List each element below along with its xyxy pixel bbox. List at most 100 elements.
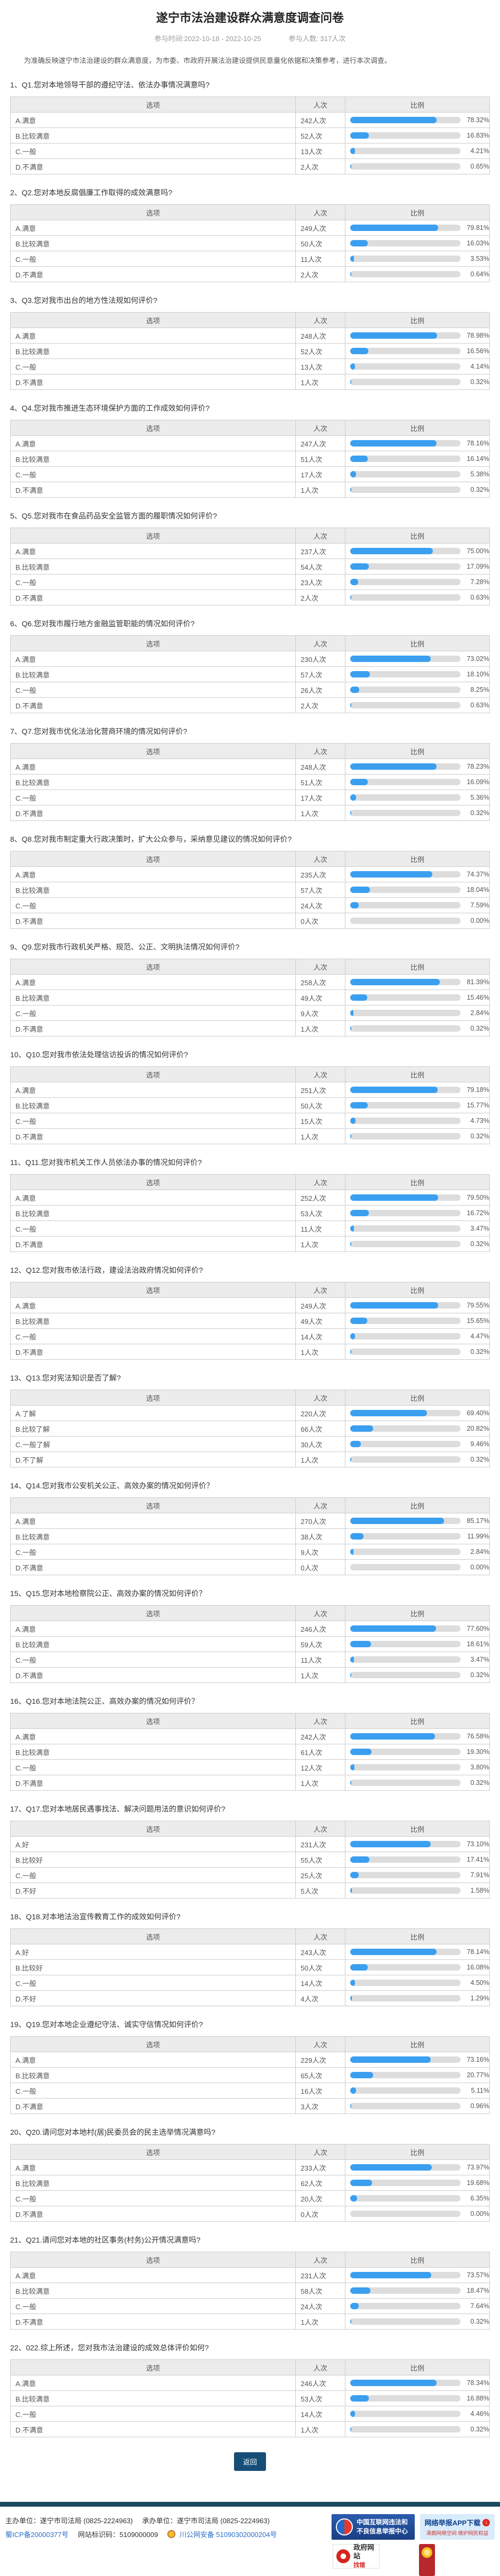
ratio-bar-fill <box>350 148 355 155</box>
gov-site-logo-icon <box>336 2549 350 2564</box>
report-app-download-badge[interactable]: 网络举报APP下载 ↓ 清朗网络空间 维护网民权益 <box>420 2514 495 2540</box>
ratio-bar: 8.25% <box>350 686 489 693</box>
option-ratio: 75.00% <box>345 543 490 560</box>
option-count: 246人次 <box>295 1621 345 1637</box>
col-header-option: 选项 <box>10 204 296 221</box>
ratio-bar-track <box>350 794 461 801</box>
ratio-bar-track <box>350 132 461 139</box>
question-block: 19、Q19.您对本地企业遵纪守法、诚实守信情况如何评价? 选项 人次 比例 A.满意 2… <box>10 2019 490 2115</box>
footer-icp-line: 蜀ICP备20000377号 网站标识码：5109000009 川公网安备 51… <box>5 2528 277 2542</box>
table-row: B.比较满意 52人次 16.83% <box>10 127 490 144</box>
option-count: 15人次 <box>295 1113 345 1129</box>
option-ratio: 19.68% <box>345 2175 490 2191</box>
gov-emblem-badge[interactable] <box>419 2544 435 2576</box>
table-row: A.好 231人次 73.10% <box>10 1836 490 1853</box>
option-ratio: 7.91% <box>345 1867 490 1884</box>
option-label: C.一般 <box>10 1005 296 1022</box>
ratio-bar-track <box>350 163 461 170</box>
ratio-bar-fill <box>350 1025 351 1032</box>
ratio-bar: 15.77% <box>350 1102 489 1109</box>
ratio-bar-fill <box>350 2426 351 2433</box>
table-row: A.满意 246人次 77.60% <box>10 1621 490 1637</box>
results-table: 选项 人次 比例 A.满意 247人次 78.16% B.比较满意 51人次 16.14% C.一… <box>10 420 490 498</box>
ratio-percent: 18.04% <box>466 886 489 894</box>
option-ratio: 7.64% <box>345 2298 490 2315</box>
col-header-ratio: 比例 <box>345 851 490 867</box>
app-download-title: 网络举报APP下载 ↓ <box>425 2517 490 2527</box>
ratio-bar: 15.65% <box>350 1317 489 1325</box>
question-title: 8、Q8.您对我市制定重大行政决策时，扩大公众参与，采纳意见建议的情况如何评价? <box>10 835 292 844</box>
ratio-bar-fill <box>350 1641 371 1648</box>
option-label: D.不好 <box>10 1883 296 1899</box>
table-row: A.满意 249人次 79.55% <box>10 1297 490 1314</box>
option-ratio: 16.14% <box>345 451 490 467</box>
option-label: A.满意 <box>10 435 296 452</box>
table-row: D.不满意 1人次 0.32% <box>10 1775 490 1791</box>
ratio-bar-fill <box>350 1887 352 1894</box>
ratio-bar-fill <box>350 1425 374 1432</box>
ratio-bar-fill <box>350 1302 438 1309</box>
ratio-bar-fill <box>350 2380 437 2387</box>
option-ratio: 0.32% <box>345 1020 490 1037</box>
results-table: 选项 人次 比例 A.了解 220人次 69.40% B.比较了解 66人次 20.82% C.一… <box>10 1390 490 1468</box>
option-label: A.满意 <box>10 328 296 344</box>
option-count: 14人次 <box>295 2406 345 2422</box>
option-count: 52人次 <box>295 343 345 360</box>
ratio-bar: 16.88% <box>350 2395 489 2402</box>
footer-divider-bar <box>0 2502 500 2507</box>
option-count: 14人次 <box>295 1975 345 1991</box>
illegal-report-center-badge[interactable]: 中国互联网违法和 不良信息举报中心 <box>332 2514 415 2540</box>
option-ratio: 16.88% <box>345 2390 490 2407</box>
ratio-bar-fill <box>350 2072 373 2079</box>
ratio-bar-track <box>350 225 461 232</box>
ratio-bar: 0.32% <box>350 1240 489 1248</box>
ratio-bar: 5.11% <box>350 2087 489 2094</box>
option-count: 20人次 <box>295 2190 345 2207</box>
footer-badges: 中国互联网违法和 不良信息举报中心 网络举报APP下载 ↓ 清朗网络空间 维护网… <box>332 2514 495 2576</box>
police-record-link[interactable]: 川公网安备 51090302000204号 <box>179 2531 277 2539</box>
option-label: B.比较满意 <box>10 1744 296 1760</box>
table-row: D.不满意 1人次 0.32% <box>10 805 490 822</box>
table-row: A.满意 258人次 81.39% <box>10 974 490 991</box>
ratio-bar-fill <box>350 2318 351 2325</box>
ratio-bar-track <box>350 440 461 447</box>
option-count: 58人次 <box>295 2283 345 2299</box>
ratio-percent: 0.00% <box>470 917 489 925</box>
table-header-row: 选项 人次 比例 <box>10 959 490 975</box>
col-header-option: 选项 <box>10 959 296 975</box>
results-table: 选项 人次 比例 A.满意 248人次 78.98% B.比较满意 52人次 16.56% C.一… <box>10 312 490 390</box>
option-label: D.不满意 <box>10 1020 296 1037</box>
question-block: 15、Q15.您对本地检察院公正、高效办案的情况如何评价？ 选项 人次 比例 A.满意 2… <box>10 1588 490 1684</box>
ratio-bar-track <box>350 671 461 678</box>
ratio-bar: 17.41% <box>350 1856 489 1863</box>
ratio-bar: 79.81% <box>350 224 489 232</box>
ratio-bar-track <box>350 1241 461 1248</box>
back-button[interactable]: 返回 <box>233 2452 266 2471</box>
ratio-bar-track <box>350 548 461 555</box>
ratio-bar-fill <box>350 2411 356 2418</box>
gov-site-error-badge[interactable]: 政府网站 找错 <box>333 2543 380 2569</box>
option-ratio: 1.58% <box>345 1883 490 1899</box>
option-label: B.比较满意 <box>10 451 296 467</box>
option-label: C.一般 <box>10 358 296 375</box>
ratio-bar-track <box>350 240 461 247</box>
option-ratio: 16.08% <box>345 1959 490 1976</box>
ratio-bar-fill <box>350 240 368 247</box>
option-count: 2人次 <box>295 266 345 283</box>
option-label: C.一般 <box>10 1221 296 1237</box>
icp-link[interactable]: 蜀ICP备20000377号 <box>5 2531 69 2539</box>
ratio-bar-track <box>350 379 461 386</box>
ratio-bar-track <box>350 1349 461 1355</box>
table-row: A.满意 270人次 85.17% <box>10 1513 490 1529</box>
ratio-bar-fill <box>350 1241 351 1248</box>
ratio-bar-track <box>350 702 461 709</box>
option-ratio: 5.36% <box>345 789 490 806</box>
gov-site-label: 政府网站 找错 <box>353 2543 375 2569</box>
col-header-ratio: 比例 <box>345 528 490 544</box>
table-row: A.满意 230人次 73.02% <box>10 651 490 667</box>
ratio-bar-track <box>350 1118 461 1124</box>
ratio-percent: 0.32% <box>470 1456 489 1464</box>
ratio-bar-fill <box>350 656 431 663</box>
ratio-bar-fill <box>350 487 351 493</box>
option-ratio: 1.29% <box>345 1990 490 2007</box>
